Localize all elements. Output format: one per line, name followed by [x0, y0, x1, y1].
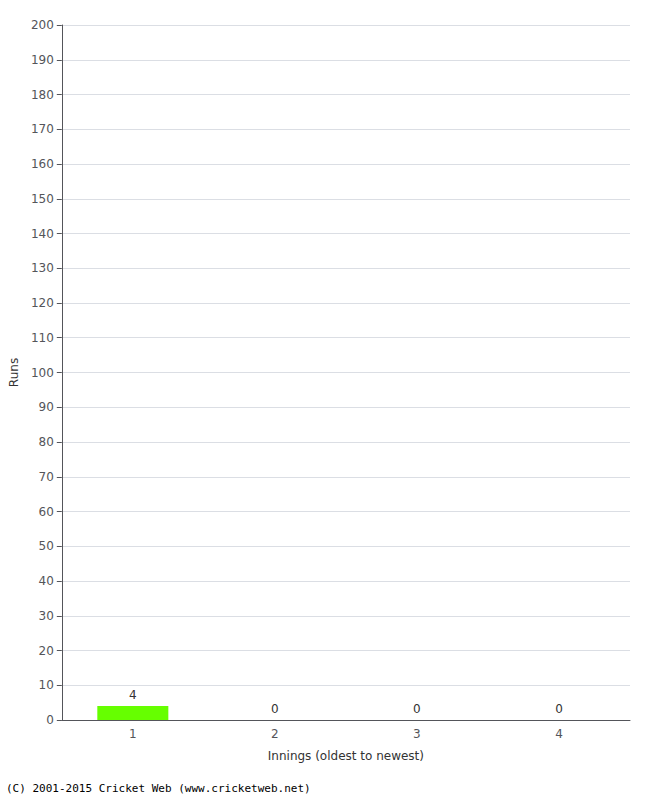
svg-text:0: 0 [555, 702, 563, 716]
svg-text:170: 170 [31, 122, 54, 136]
svg-text:150: 150 [31, 192, 54, 206]
svg-text:70: 70 [39, 470, 54, 484]
svg-text:110: 110 [31, 331, 54, 345]
svg-text:200: 200 [31, 18, 54, 32]
svg-text:Runs: Runs [7, 358, 21, 387]
svg-text:90: 90 [39, 400, 54, 414]
svg-text:100: 100 [31, 366, 54, 380]
svg-text:180: 180 [31, 88, 54, 102]
svg-text:0: 0 [46, 713, 54, 727]
svg-text:10: 10 [39, 678, 54, 692]
svg-text:140: 140 [31, 227, 54, 241]
svg-text:80: 80 [39, 435, 54, 449]
svg-text:50: 50 [39, 539, 54, 553]
svg-text:20: 20 [39, 644, 54, 658]
svg-text:30: 30 [39, 609, 54, 623]
svg-text:Innings (oldest to newest): Innings (oldest to newest) [268, 749, 424, 763]
svg-text:40: 40 [39, 574, 54, 588]
svg-text:160: 160 [31, 157, 54, 171]
svg-text:(C) 2001-2015 Cricket Web (www: (C) 2001-2015 Cricket Web (www.cricketwe… [6, 782, 311, 795]
svg-text:60: 60 [39, 505, 54, 519]
svg-text:0: 0 [413, 702, 421, 716]
svg-text:130: 130 [31, 261, 54, 275]
svg-text:4: 4 [129, 688, 137, 702]
svg-text:1: 1 [129, 727, 137, 741]
svg-text:3: 3 [413, 727, 421, 741]
svg-text:0: 0 [271, 702, 279, 716]
svg-text:4: 4 [555, 727, 563, 741]
svg-text:190: 190 [31, 53, 54, 67]
svg-text:2: 2 [271, 727, 279, 741]
svg-text:120: 120 [31, 296, 54, 310]
